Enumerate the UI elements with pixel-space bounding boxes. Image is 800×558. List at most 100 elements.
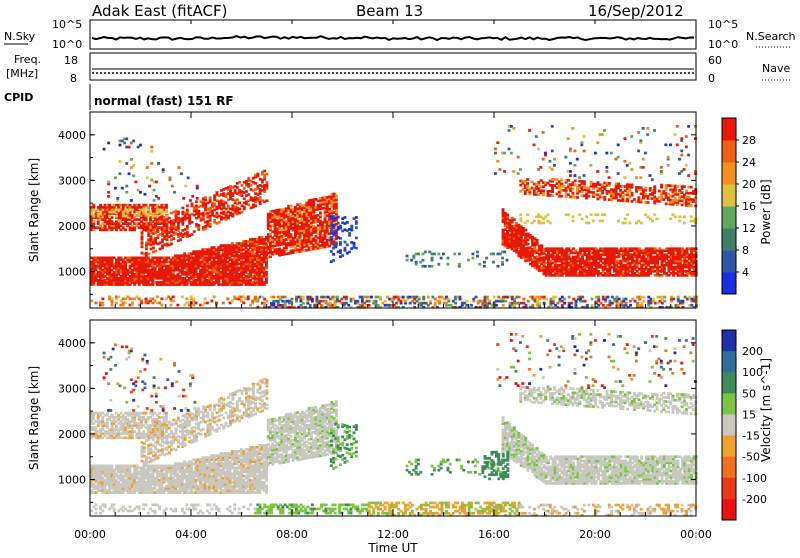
- heatmap-cell: [633, 198, 636, 201]
- heatmap-cell: [195, 200, 198, 203]
- heatmap-cell: [236, 198, 239, 201]
- heatmap-cell: [291, 298, 294, 301]
- heatmap-cell: [107, 195, 110, 198]
- nsearch-label: N.Search: [746, 30, 796, 43]
- heatmap-cell: [494, 172, 497, 175]
- heatmap-cell: [355, 220, 358, 223]
- heatmap-cell: [101, 302, 104, 305]
- heatmap-cell: [526, 178, 529, 181]
- heatmap-cell: [542, 222, 545, 225]
- heatmap-cell: [466, 304, 469, 307]
- heatmap-cell: [672, 298, 675, 301]
- heatmap-cell: [447, 298, 450, 301]
- heatmap-cell: [674, 216, 677, 219]
- heatmap-cell: [150, 150, 153, 153]
- heatmap-cell: [213, 219, 216, 222]
- heatmap-cell: [438, 300, 441, 303]
- heatmap-cell: [626, 213, 629, 216]
- heatmap-cell: [302, 296, 305, 299]
- heatmap-cell: [678, 216, 681, 219]
- heatmap-cell: [415, 261, 418, 264]
- heatmap-cell: [92, 209, 95, 212]
- heatmap-cell: [243, 206, 246, 209]
- heatmap-cell: [527, 243, 530, 246]
- heatmap-cell: [330, 250, 333, 253]
- heatmap-cell: [571, 127, 574, 130]
- heatmap-cell: [226, 298, 229, 301]
- heatmap-cell: [549, 160, 552, 163]
- heatmap-cell: [453, 253, 456, 256]
- heatmap-cell: [617, 220, 620, 223]
- heatmap-cell: [536, 239, 539, 242]
- heatmap-cell: [215, 302, 218, 305]
- heatmap-cell: [108, 215, 111, 218]
- heatmap-cell: [334, 231, 337, 234]
- heatmap-cell: [513, 218, 516, 221]
- heatmap-cell: [117, 296, 120, 299]
- heatmap-cell: [266, 181, 269, 184]
- heatmap-cell: [554, 296, 557, 299]
- heatmap-cell: [510, 152, 513, 155]
- heatmap-cell: [184, 185, 187, 188]
- heatmap-cell: [337, 222, 340, 225]
- heatmap-cell: [290, 205, 293, 208]
- heatmap-cell: [330, 230, 333, 233]
- heatmap-cell: [629, 304, 632, 307]
- heatmap-cell: [499, 168, 502, 171]
- heatmap-cell: [553, 164, 556, 167]
- heatmap-cell: [316, 296, 319, 299]
- heatmap-cell: [225, 202, 228, 205]
- heatmap-cell: [266, 173, 269, 176]
- heatmap-cell: [542, 190, 545, 193]
- heatmap-cell: [334, 244, 337, 247]
- heatmap-cell: [210, 300, 213, 303]
- heatmap-cell: [356, 300, 359, 303]
- heatmap-cell: [206, 302, 209, 305]
- heatmap-cell: [330, 236, 333, 239]
- nsky-strip-frame: [90, 20, 696, 49]
- heatmap-cell: [531, 304, 534, 307]
- heatmap-cell: [533, 144, 536, 147]
- heatmap-cell: [256, 173, 259, 176]
- heatmap-cell: [124, 302, 127, 305]
- heatmap-cell: [272, 296, 275, 299]
- heatmap-cell: [250, 184, 253, 187]
- heatmap-cell: [125, 191, 128, 194]
- freq-label-2: [MHz]: [6, 67, 38, 80]
- heatmap-cell: [560, 179, 563, 182]
- heatmap-cell: [355, 226, 358, 229]
- heatmap-cell: [153, 199, 156, 202]
- heatmap-cell: [424, 251, 427, 254]
- heatmap-cell: [234, 189, 237, 192]
- heatmap-cell: [254, 205, 257, 208]
- heatmap-cell: [624, 222, 627, 225]
- heatmap-cell: [526, 182, 529, 185]
- heatmap-cell: [238, 202, 241, 205]
- heatmap-cell: [431, 265, 434, 268]
- heatmap-cell: [651, 220, 654, 223]
- heatmap-cell: [115, 215, 118, 218]
- heatmap-cell: [204, 196, 207, 199]
- heatmap-cell: [422, 259, 425, 262]
- heatmap-cell: [266, 300, 269, 303]
- heatmap-cell: [669, 218, 672, 221]
- heatmap-cell: [519, 218, 522, 221]
- heatmap-cell: [572, 188, 575, 191]
- heatmap-cell: [683, 222, 686, 225]
- heatmap-cell: [502, 304, 505, 307]
- heatmap-cell: [647, 201, 650, 204]
- heatmap-cell: [496, 160, 499, 163]
- heatmap-cell: [154, 250, 157, 253]
- heatmap-cell: [218, 221, 221, 224]
- heatmap-cell: [538, 302, 541, 305]
- heatmap-cell: [572, 220, 575, 223]
- heatmap-cell: [172, 300, 175, 303]
- heatmap-cell: [170, 243, 173, 246]
- heatmap-cell: [526, 213, 529, 216]
- heatmap-cell: [182, 197, 185, 200]
- heatmap-cell: [592, 220, 595, 223]
- heatmap-cell: [402, 296, 405, 299]
- heatmap-cell: [213, 296, 216, 299]
- heatmap-cell: [266, 199, 269, 202]
